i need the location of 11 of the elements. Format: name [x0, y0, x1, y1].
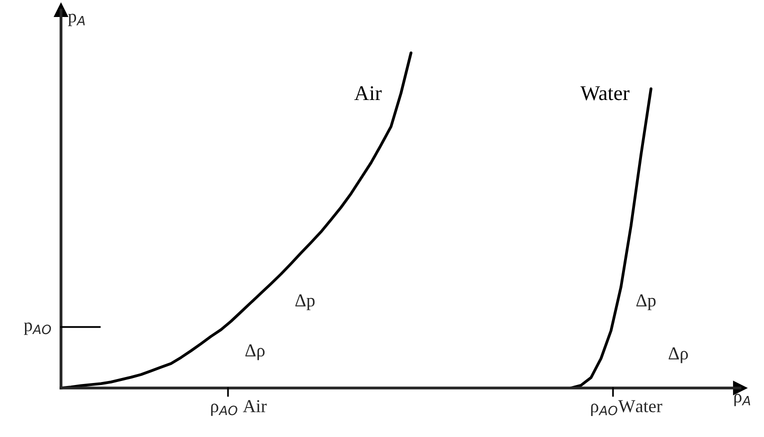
- annotation: Δρ: [245, 344, 265, 360]
- series-label: Air: [354, 86, 382, 100]
- x-axis-title: ρ$_{A}$: [734, 394, 750, 406]
- series-label: Water: [580, 86, 630, 100]
- y-axis-title: p$_{A}$: [68, 14, 85, 26]
- annotation: Δp: [636, 294, 656, 310]
- text: ρ$_{AO}$Water: [591, 400, 662, 416]
- text: ρ$_{AO}$ Air: [211, 400, 267, 416]
- text: p$_{AO}$: [24, 322, 51, 335]
- annotation: Δp: [295, 294, 315, 310]
- text: Δρ: [668, 347, 688, 364]
